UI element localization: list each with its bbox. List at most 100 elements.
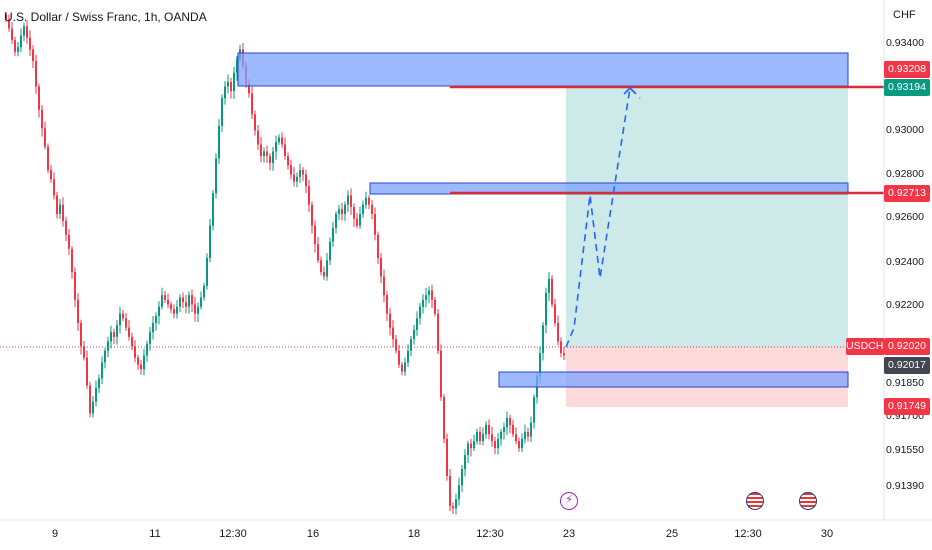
- stop-price-tag: 0.91749: [884, 398, 930, 415]
- candle-body: [443, 397, 445, 439]
- candle-body: [95, 387, 97, 402]
- candle-body: [452, 506, 454, 509]
- candle-body: [176, 306, 178, 314]
- candle-body: [500, 431, 502, 439]
- candle-body: [170, 304, 172, 310]
- candle-body: [317, 244, 319, 261]
- candle-body: [383, 276, 385, 296]
- price-tick: 0.93400: [886, 37, 924, 49]
- candle-body: [341, 209, 343, 214]
- candle-body: [35, 61, 37, 87]
- candle-body: [554, 304, 556, 323]
- candle-body: [509, 418, 511, 425]
- candle-body: [11, 28, 13, 41]
- candle-body: [260, 144, 262, 157]
- candle-body: [365, 197, 367, 205]
- candle-body: [110, 332, 112, 342]
- candle-body: [449, 475, 451, 507]
- candle-body: [479, 431, 481, 442]
- candle-body: [380, 258, 382, 277]
- resistance-zone-top: [237, 52, 849, 87]
- candle-body: [302, 169, 304, 175]
- candle-body: [164, 295, 166, 300]
- candle-body: [548, 278, 550, 293]
- us-flag-icon[interactable]: [746, 492, 764, 510]
- candle-body: [83, 346, 85, 358]
- candle-body: [545, 292, 547, 326]
- candle-body: [431, 290, 433, 300]
- candle-body: [473, 441, 475, 449]
- price-tick: 0.91550: [886, 444, 924, 456]
- candle-body: [8, 19, 10, 29]
- candle-body: [71, 248, 73, 272]
- current-price-tag: 0.92020: [884, 338, 930, 355]
- candle-body: [65, 220, 67, 235]
- candle-body: [551, 278, 553, 305]
- candle-body: [44, 128, 46, 147]
- candle-body: [56, 195, 58, 214]
- candle-body: [248, 84, 250, 94]
- candle-body: [323, 271, 325, 277]
- candle-body: [41, 109, 43, 129]
- time-label: 11: [149, 528, 161, 540]
- price-tick: 0.91850: [886, 377, 924, 389]
- candle-body: [347, 195, 349, 205]
- candle-body: [371, 204, 373, 214]
- candle-body: [299, 169, 301, 177]
- candle-body: [539, 353, 541, 377]
- currency-label: CHF: [893, 9, 916, 21]
- candle-body: [377, 234, 379, 259]
- us-flag-icon[interactable]: [799, 492, 817, 510]
- candle-body: [353, 207, 355, 219]
- candle-body: [104, 350, 106, 363]
- candle-body: [134, 346, 136, 358]
- candle-body: [98, 378, 100, 388]
- candle-body: [296, 176, 298, 182]
- time-label: 23: [562, 528, 576, 540]
- candle-body: [5, 14, 7, 20]
- candle-body: [320, 260, 322, 272]
- candle-body: [284, 144, 286, 157]
- candle-body: [335, 214, 337, 228]
- candle-body: [206, 258, 208, 286]
- candle-body: [38, 86, 40, 110]
- candle-body: [77, 299, 79, 323]
- candle-body: [488, 424, 490, 435]
- candle-body: [407, 350, 409, 363]
- candle-body: [17, 47, 19, 52]
- candle-body: [290, 165, 292, 175]
- candle-body: [191, 295, 193, 305]
- candle-body: [368, 197, 370, 205]
- candle-body: [272, 151, 274, 163]
- candle-body: [326, 260, 328, 277]
- candle-body: [329, 241, 331, 261]
- candle-body: [197, 306, 199, 314]
- candle-body: [410, 339, 412, 351]
- price-tick: 0.93000: [886, 124, 924, 136]
- candle-body: [62, 204, 64, 221]
- time-label: 25: [665, 528, 679, 540]
- candle-body: [131, 336, 133, 347]
- flash-icon[interactable]: ⚡: [560, 492, 578, 510]
- candle-body: [308, 186, 310, 205]
- candle-body: [359, 214, 361, 226]
- candle-body: [455, 499, 457, 509]
- candle-body: [101, 362, 103, 379]
- candle-body: [20, 35, 22, 48]
- candle-body: [521, 438, 523, 449]
- candle-body: [89, 385, 91, 414]
- candle-body: [185, 302, 187, 307]
- candle-body: [440, 350, 442, 398]
- candle-body: [194, 304, 196, 314]
- candle-body: [461, 469, 463, 486]
- candle-body: [230, 81, 232, 92]
- candle-body: [122, 313, 124, 319]
- candle-body: [281, 137, 283, 145]
- candle-body: [311, 204, 313, 226]
- candle-body: [59, 204, 61, 214]
- candle-body: [209, 225, 211, 259]
- candle-body: [29, 37, 31, 50]
- candle-body: [251, 93, 253, 115]
- candle-body: [287, 156, 289, 166]
